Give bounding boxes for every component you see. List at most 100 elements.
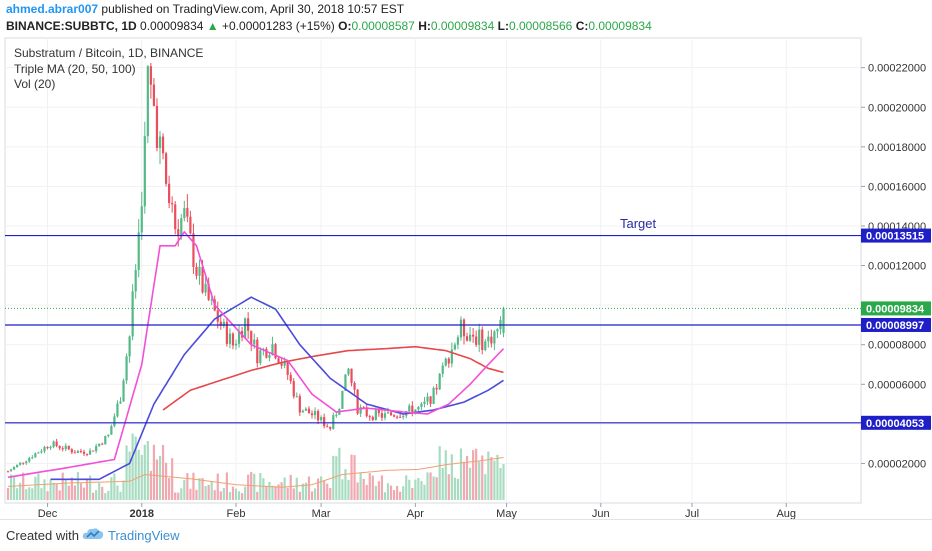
- candle-body: [152, 84, 156, 106]
- candle-body: [219, 321, 222, 326]
- volume-bar: [149, 470, 152, 500]
- candle-body: [101, 443, 104, 445]
- candle-body: [271, 344, 274, 355]
- volume-bar: [329, 488, 332, 500]
- volume-bar: [171, 458, 174, 500]
- volume-bar: [265, 486, 268, 500]
- volume-bar: [98, 482, 101, 500]
- candle-body: [335, 414, 338, 416]
- y-tick-label: 0.00012000: [868, 261, 926, 273]
- tradingview-brand-link[interactable]: TradingView: [108, 528, 180, 543]
- candle-body: [192, 233, 195, 267]
- volume-bar: [40, 488, 43, 500]
- price-chart[interactable]: Target Substratum / Bitcoin, 1D, BINANCE…: [0, 0, 932, 519]
- candle-body: [98, 443, 101, 447]
- volume-bar: [137, 449, 140, 500]
- change-value: +0.00001283 (+15%): [222, 19, 335, 33]
- volume-bar: [95, 490, 98, 500]
- horizontal-lines[interactable]: [5, 234, 861, 424]
- candle-body: [292, 381, 295, 397]
- candle-body: [85, 453, 89, 455]
- candle-body: [295, 396, 298, 398]
- candle-body: [40, 451, 43, 453]
- volume-bar: [423, 484, 426, 500]
- candle-body: [389, 412, 393, 416]
- volume-bar: [52, 482, 55, 500]
- volume-bar: [280, 482, 283, 500]
- volume-bar: [414, 479, 417, 500]
- volume-bar: [101, 486, 104, 500]
- volume-bar: [359, 472, 362, 500]
- candle-body: [216, 310, 219, 322]
- volume-bar: [225, 472, 228, 500]
- volume-bar: [371, 475, 374, 500]
- candle-body: [140, 206, 143, 233]
- volume-bar: [350, 454, 353, 500]
- candle-body: [67, 445, 70, 450]
- volume-bar: [247, 474, 250, 500]
- candle-body: [92, 450, 95, 452]
- volume-bar: [344, 469, 347, 500]
- volume-bar: [25, 489, 28, 500]
- candle-body: [55, 441, 58, 447]
- volume-bar: [441, 467, 444, 500]
- volume-bar: [113, 473, 116, 500]
- candle-body: [353, 383, 356, 390]
- open-label: O:: [338, 19, 352, 33]
- volume-bar: [131, 433, 134, 500]
- candle-body: [61, 448, 64, 450]
- candle-body: [116, 403, 119, 417]
- volume-bar: [435, 477, 438, 500]
- y-tick-label: 0.00006000: [868, 379, 926, 391]
- volume-bar: [313, 488, 317, 500]
- candle-body: [119, 401, 122, 404]
- volume-bar: [237, 491, 241, 500]
- volume-bar: [459, 448, 463, 500]
- volume-bar: [49, 479, 52, 500]
- candle-body: [107, 434, 110, 437]
- volume-bar: [43, 479, 46, 500]
- volume-bar: [174, 492, 177, 500]
- volume-bar: [180, 488, 183, 500]
- legend-ma: Triple MA (20, 50, 100): [14, 62, 136, 76]
- volume-bar: [456, 478, 460, 500]
- candle-body: [155, 105, 159, 149]
- author-link[interactable]: ahmed.abrar007: [6, 2, 99, 16]
- volume-bar: [186, 473, 189, 500]
- created-with-label: Created with: [6, 528, 79, 543]
- volume-bar: [438, 446, 441, 500]
- candle-body: [423, 401, 426, 404]
- volume-bar: [79, 483, 83, 500]
- volume-bar: [146, 441, 149, 500]
- candle-body: [380, 413, 384, 418]
- candle-body: [70, 449, 73, 453]
- time-axis[interactable]: Dec 2018 Feb Mar Apr May Jun Jul Aug: [38, 503, 796, 519]
- price-tag: [861, 317, 931, 332]
- candle-body: [143, 136, 146, 207]
- candle-body: [76, 451, 80, 453]
- volume-bar: [304, 482, 308, 500]
- volume-bar: [240, 493, 244, 500]
- candle-body: [392, 415, 396, 417]
- price-axis[interactable]: 0.000020000.000040000.000060000.00008000…: [861, 63, 926, 471]
- candle-body: [125, 356, 128, 381]
- candle-body: [420, 403, 423, 407]
- candle-body: [253, 339, 256, 345]
- candle-body: [323, 417, 326, 427]
- candle-body: [438, 373, 441, 390]
- candle-body: [386, 412, 390, 414]
- candle-body: [371, 416, 374, 420]
- volume-bar: [307, 476, 311, 500]
- x-tick-label: Apr: [407, 508, 424, 519]
- candle-body: [195, 266, 198, 276]
- candle-body: [43, 446, 46, 452]
- candle-body: [432, 387, 435, 404]
- volume-bar: [85, 478, 89, 500]
- candle-body: [493, 331, 496, 344]
- volume-bar: [502, 464, 505, 500]
- legend-title: Substratum / Bitcoin, 1D, BINANCE: [14, 46, 203, 60]
- volume-bar: [444, 450, 447, 500]
- volume-bar: [493, 460, 496, 500]
- candle-body: [298, 396, 301, 413]
- x-tick-label: Dec: [38, 508, 58, 519]
